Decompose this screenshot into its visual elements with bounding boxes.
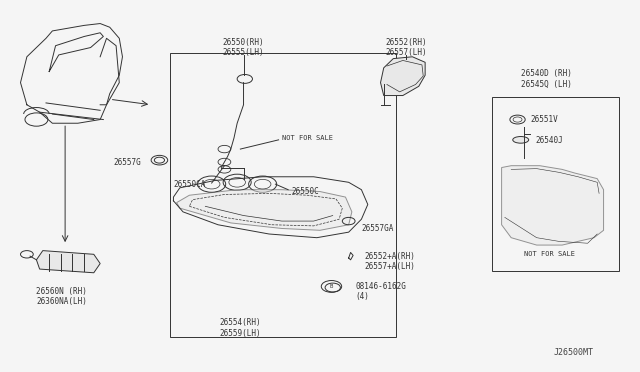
Text: 26552+A(RH)
26557+A(LH): 26552+A(RH) 26557+A(LH)	[365, 252, 415, 272]
Ellipse shape	[513, 137, 529, 143]
Bar	[492, 97, 620, 271]
Text: NOT FOR SALE: NOT FOR SALE	[524, 251, 575, 257]
Text: B: B	[330, 284, 333, 289]
Text: 26540D (RH)
26545Q (LH): 26540D (RH) 26545Q (LH)	[521, 69, 572, 89]
Polygon shape	[381, 57, 425, 96]
Text: 26557GA: 26557GA	[362, 224, 394, 233]
Bar	[170, 53, 396, 337]
Polygon shape	[36, 251, 100, 273]
Polygon shape	[177, 190, 352, 230]
Text: 26554(RH)
26559(LH): 26554(RH) 26559(LH)	[220, 318, 261, 338]
Text: 26550CA: 26550CA	[173, 180, 206, 189]
Text: 26557G: 26557G	[114, 157, 141, 167]
Text: 26540J: 26540J	[536, 137, 563, 145]
Text: 08146-6162G
(4): 08146-6162G (4)	[355, 282, 406, 301]
Text: 26552(RH)
26557(LH): 26552(RH) 26557(LH)	[385, 38, 427, 57]
Text: 26550C: 26550C	[291, 187, 319, 196]
Text: 26551V: 26551V	[531, 115, 558, 124]
Polygon shape	[502, 166, 604, 245]
Text: J26500MT: J26500MT	[554, 348, 594, 357]
Text: 26550(RH)
26555(LH): 26550(RH) 26555(LH)	[223, 38, 264, 57]
Text: 26560N (RH)
26360NA(LH): 26560N (RH) 26360NA(LH)	[36, 287, 88, 307]
Text: NOT FOR SALE: NOT FOR SALE	[282, 135, 333, 141]
